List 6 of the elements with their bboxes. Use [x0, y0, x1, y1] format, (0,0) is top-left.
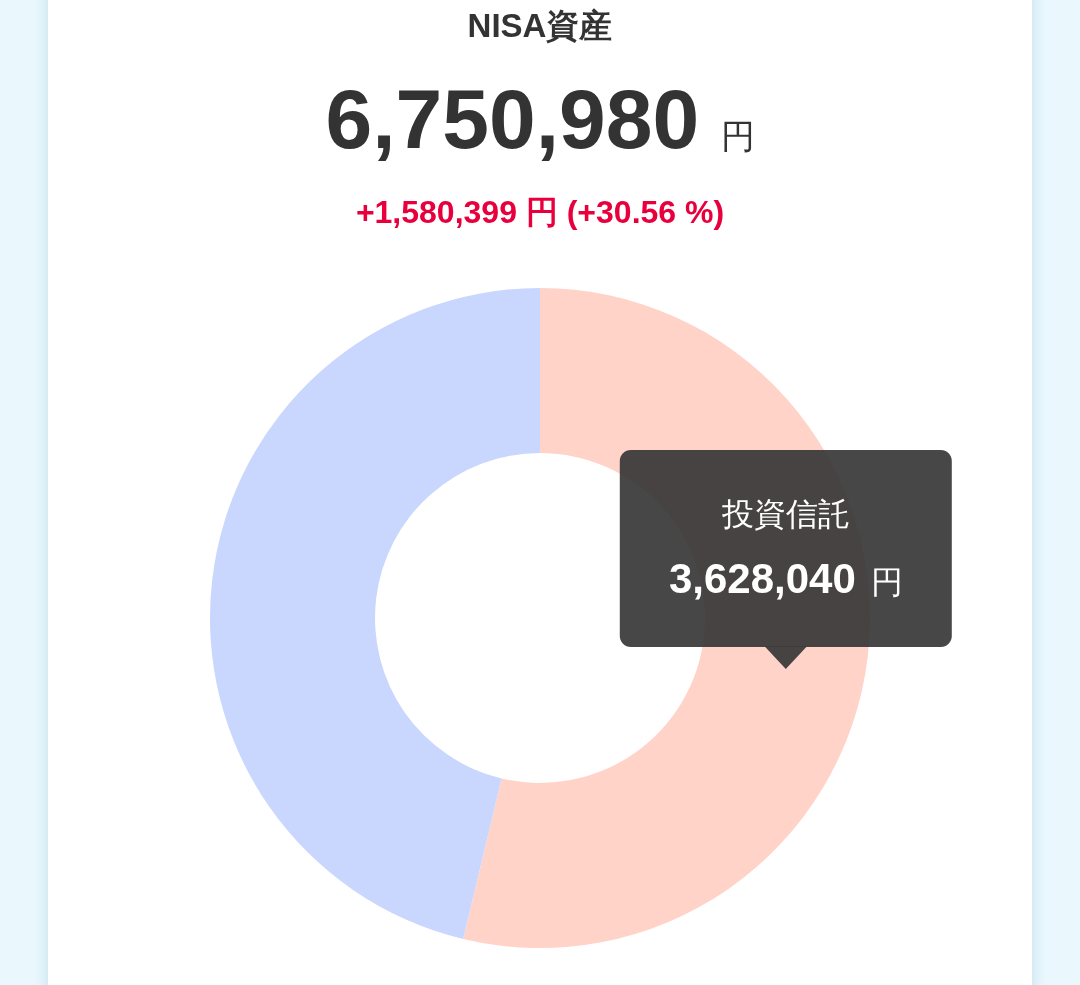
slice-label: 投資信託	[720, 496, 850, 533]
chart-subtitle: 6,750,980 円	[325, 72, 755, 166]
tooltip: 投資信託 3,628,040 円	[619, 450, 952, 669]
text: +1,580,399 円 (+30.56 %)	[355, 194, 725, 230]
data-label: 3,628,040 円	[668, 555, 903, 603]
chart-title: NISA資産	[467, 7, 613, 44]
